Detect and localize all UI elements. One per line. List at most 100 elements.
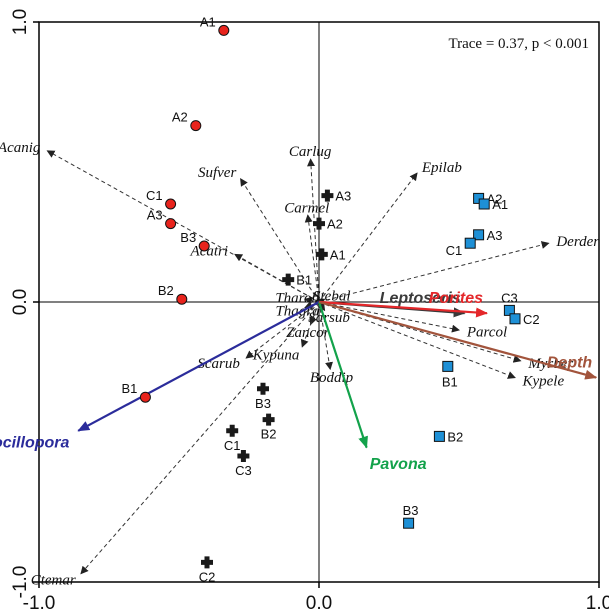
sample-label: C3 — [501, 290, 518, 305]
sample-label: C2 — [523, 312, 540, 327]
trace-annotation: Trace = 0.37, p < 0.001 — [448, 36, 589, 52]
sample-circle-c1: C1 — [146, 188, 177, 210]
sample-cross-c3: C3 — [235, 450, 252, 478]
env-vector-depth: Depth — [318, 300, 598, 380]
species-vector-sufver: Sufver — [198, 165, 320, 303]
env-label: Leptoseris — [380, 290, 461, 307]
species-arrow — [240, 177, 320, 303]
sample-marker — [321, 189, 334, 202]
species-label: Epilab — [421, 160, 462, 176]
species-label: Derder — [555, 234, 599, 250]
sample-label: B1 — [442, 374, 458, 389]
species-label: Kypuna — [252, 347, 300, 363]
sample-square-a1: A1 — [478, 197, 508, 212]
sample-cross-b3: B3 — [255, 382, 271, 411]
sample-label: A3 — [335, 189, 351, 204]
sample-marker — [433, 430, 445, 442]
env-label: Porites — [429, 290, 483, 307]
species-vector-scarub: Scarub — [197, 301, 320, 372]
sample-label: B1 — [121, 381, 137, 396]
env-label: Depth — [547, 355, 593, 372]
species-arrow — [234, 253, 320, 303]
species-arrow — [245, 301, 320, 359]
env-arrow — [317, 301, 368, 449]
sample-marker — [282, 273, 295, 286]
sample-label: B2 — [261, 427, 277, 442]
species-label: Sarsub — [308, 310, 350, 326]
sample-label: A3 — [487, 228, 503, 243]
sample-marker — [442, 360, 454, 372]
env-label: Pocillopora — [0, 435, 69, 452]
sample-label: B1 — [296, 273, 312, 288]
sample-square-c2: C2 — [509, 312, 540, 327]
species-label: Acanig — [0, 140, 41, 156]
species-vector-derder: Derder — [318, 234, 599, 303]
sample-cross-a3: A3 — [321, 189, 351, 204]
species-arrow — [304, 214, 320, 303]
axis-ticks: -1.0 0.0 1.0 -1.0 0.0 1.0 — [10, 9, 609, 614]
species-vector-ctemar: Ctemar — [31, 301, 320, 589]
species-vector-kypuna: Kypuna — [252, 301, 320, 363]
species-label: Kypele — [521, 373, 564, 389]
x-tick-label: -1.0 — [23, 593, 56, 614]
species-label: Sufver — [198, 165, 236, 181]
species-label: Zancor — [286, 325, 330, 341]
sample-label: A1 — [200, 14, 216, 29]
sample-marker — [165, 198, 177, 210]
env-arrow — [318, 300, 598, 380]
species-arrow — [80, 301, 320, 575]
env-vector-porites: Porites — [318, 290, 488, 318]
sample-marker — [315, 248, 328, 261]
sample-marker — [403, 517, 415, 529]
sample-square-a3: A3 — [473, 228, 503, 243]
env-vector-pavona: Pavona — [317, 301, 427, 473]
sample-label: A2 — [172, 110, 188, 125]
y-tick-label: 1.0 — [10, 9, 31, 35]
env-vector-pocillopora: Pocillopora — [0, 301, 320, 452]
sample-label: A1 — [330, 247, 346, 262]
species-label: Stebal — [313, 289, 351, 305]
sample-label: C1 — [446, 243, 463, 258]
x-tick-label: 1.0 — [586, 593, 609, 614]
sample-label: C1 — [146, 188, 163, 203]
species-arrow — [318, 301, 333, 371]
sample-marker — [176, 293, 188, 305]
species-vector-carmel: Carmel — [284, 200, 329, 303]
sample-circle-b1: B1 — [121, 381, 151, 403]
sample-marker — [201, 556, 213, 569]
sample-label: B2 — [447, 429, 463, 444]
env-arrow — [318, 300, 488, 318]
sample-label: C3 — [235, 463, 252, 478]
sample-square-b3: B3 — [403, 503, 419, 529]
sample-square-b2: B2 — [433, 429, 463, 444]
sample-marker — [257, 382, 269, 395]
sample-label: B3 — [180, 230, 196, 245]
species-vector-epilab: Epilab — [318, 160, 462, 303]
sample-marker — [226, 424, 239, 437]
sample-label: A1 — [492, 197, 508, 212]
species-arrow — [300, 301, 320, 348]
sample-label: A3 — [147, 208, 163, 223]
species-arrow — [46, 150, 320, 303]
species-arrow — [318, 301, 460, 333]
sample-cross-a1: A1 — [315, 247, 346, 262]
sample-marker — [478, 198, 490, 210]
sample-marker — [262, 413, 275, 426]
species-label: Carmel — [284, 200, 329, 216]
sample-label: B3 — [403, 503, 419, 518]
sample-circle-a2: A2 — [172, 110, 202, 132]
species-arrow — [318, 172, 418, 303]
sample-marker — [503, 304, 515, 316]
sample-cross-c2: C2 — [199, 556, 215, 584]
env-label: Pavona — [370, 456, 427, 473]
y-tick-label: 0.0 — [10, 289, 31, 315]
species-label: Carlug — [289, 144, 332, 160]
species-vector-kypele: Kypele — [318, 301, 564, 389]
sample-marker — [218, 24, 230, 36]
sample-circle-b3: B3 — [180, 230, 210, 252]
sample-marker — [198, 240, 210, 252]
sample-square-c1: C1 — [446, 237, 476, 258]
sample-square-a2: A2 — [473, 191, 503, 206]
sample-marker — [464, 237, 476, 249]
